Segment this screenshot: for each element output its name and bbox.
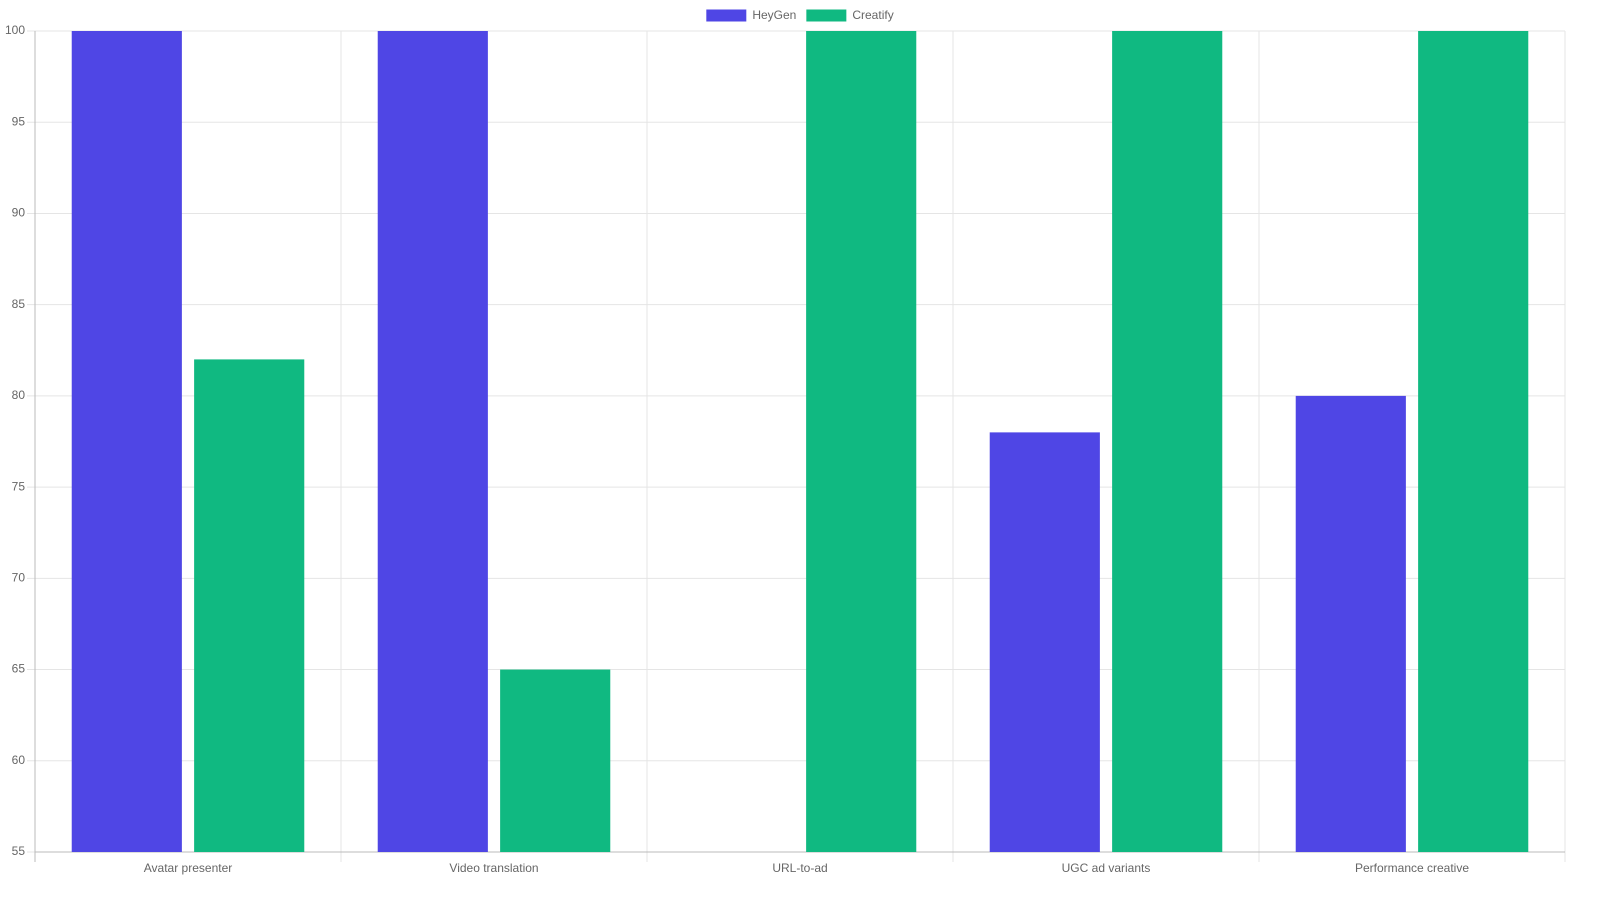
bar	[1418, 31, 1529, 852]
y-tick-label: 60	[12, 753, 26, 767]
bar	[500, 669, 611, 852]
x-tick-label: Avatar presenter	[144, 861, 233, 875]
bar	[377, 31, 488, 852]
legend-item: HeyGen	[706, 8, 796, 22]
x-tick-label: Video translation	[449, 861, 538, 875]
y-tick-label: 65	[12, 662, 26, 676]
bar	[1295, 395, 1406, 852]
legend-label: Creatify	[852, 8, 893, 22]
legend-label: HeyGen	[752, 8, 796, 22]
bar	[1112, 31, 1223, 852]
y-tick-label: 80	[12, 388, 26, 402]
y-tick-label: 75	[12, 479, 26, 493]
bar	[71, 31, 182, 852]
y-tick-label: 70	[12, 571, 26, 585]
labels: 55 60 65 70 75 80 85 90 95 100 Avatar presenter Vid…	[5, 8, 1469, 875]
y-tick-label: 90	[12, 206, 26, 220]
y-tick-label: 100	[5, 23, 25, 37]
y-tick-label: 95	[12, 114, 26, 128]
legend-item: Creatify	[806, 8, 894, 22]
x-tick-label: Performance creative	[1355, 861, 1469, 875]
legend-swatch	[806, 9, 847, 22]
x-tick-label: UGC ad variants	[1062, 861, 1151, 875]
bar	[989, 432, 1100, 852]
y-tick-label: 85	[12, 297, 26, 311]
x-tick-label: URL-to-ad	[772, 861, 827, 875]
bars	[71, 31, 1529, 852]
legend-swatch	[706, 9, 747, 22]
bar	[806, 31, 917, 852]
bar	[194, 359, 305, 852]
y-tick-label: 55	[12, 844, 26, 858]
